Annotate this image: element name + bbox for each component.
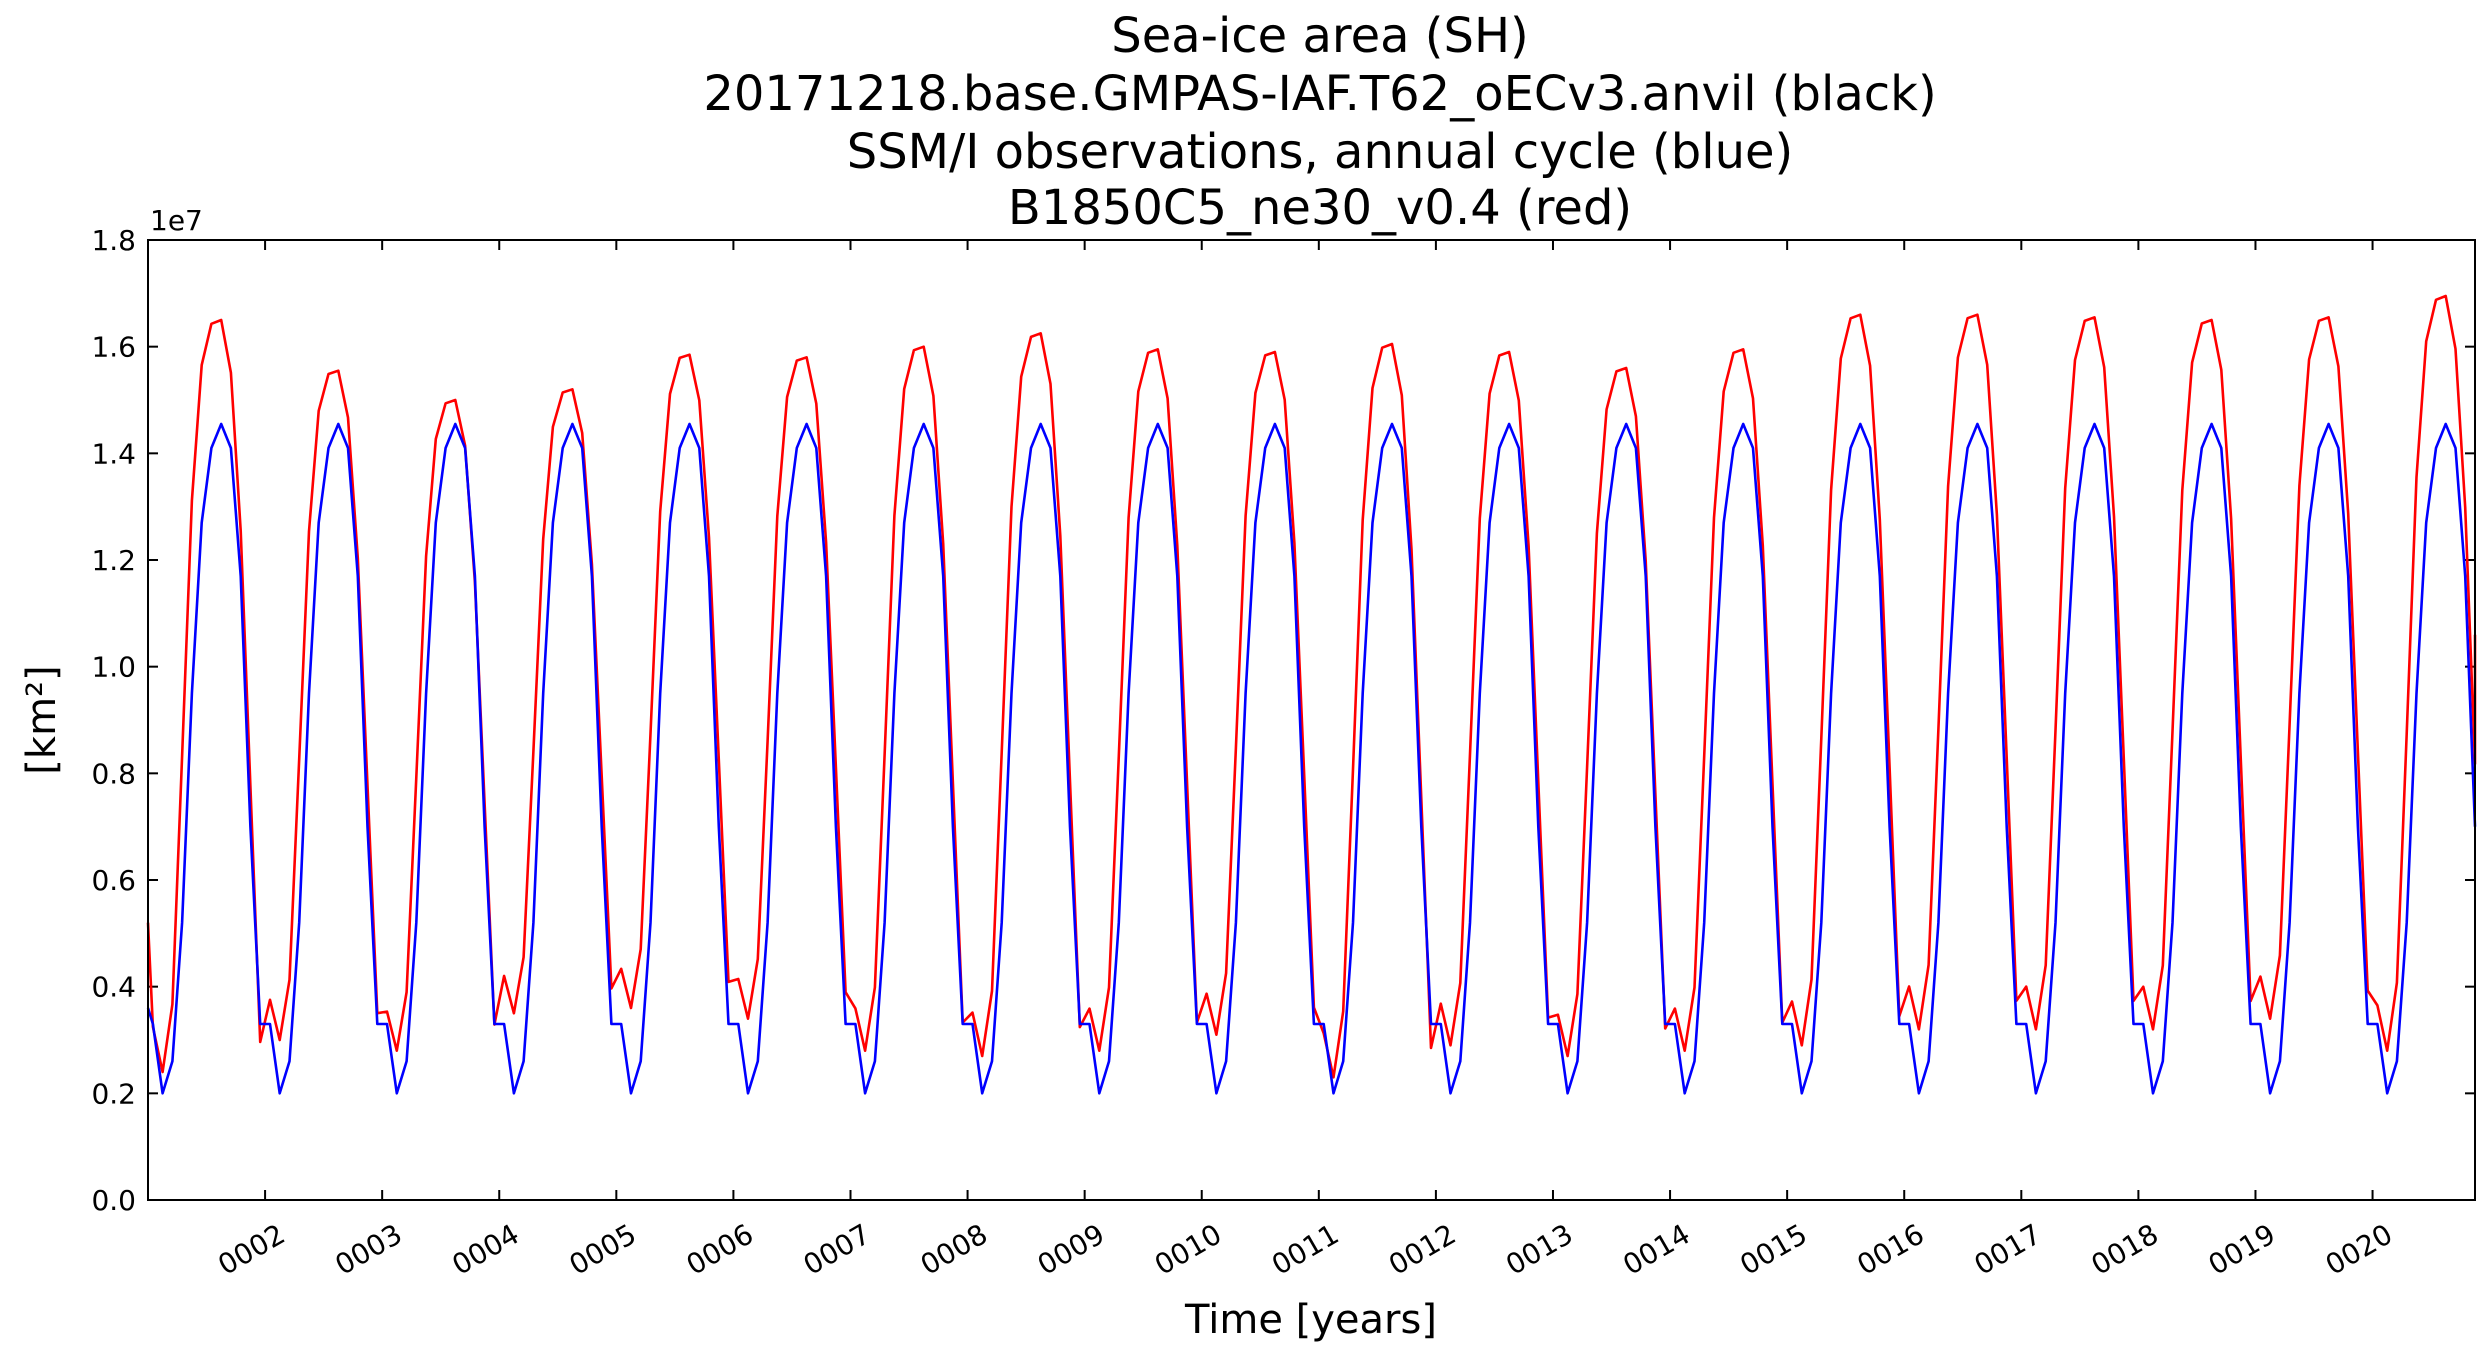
y-axis-ticks: 0.0 0.2 0.4 0.6 0.8 1.0 1.2 1.4 1.6 1.8 [91, 224, 2475, 1217]
x-tick-label: 0019 [2203, 1217, 2281, 1281]
x-tick-label: 0002 [212, 1217, 290, 1281]
y-tick-label: 1.6 [91, 331, 136, 364]
chart-title: Sea-ice area (SH) 20171218.base.GMPAS-IA… [703, 8, 1936, 236]
y-tick-label: 1.2 [91, 544, 136, 577]
series-layer [146, 294, 2477, 1095]
x-tick-label: 0015 [1734, 1217, 1812, 1281]
y-axis-label: [km²] [19, 665, 65, 774]
y-tick-label: 0.6 [91, 864, 136, 897]
y-tick-label: 0.0 [91, 1184, 136, 1217]
x-tick-label: 0016 [1852, 1217, 1930, 1281]
x-tick-label: 0018 [2086, 1217, 2164, 1281]
x-tick-label: 0012 [1383, 1217, 1461, 1281]
y-tick-label: 0.2 [91, 1077, 136, 1110]
x-tick-label: 0004 [447, 1217, 525, 1281]
x-tick-label: 0007 [798, 1217, 876, 1281]
series-blue-line [146, 422, 2477, 1095]
x-tick-label: 0009 [1032, 1217, 1110, 1281]
x-axis-label: Time [years] [1184, 1297, 1437, 1343]
y-offset-label: 1e7 [150, 204, 203, 237]
y-tick-label: 1.8 [91, 224, 136, 257]
x-tick-label: 0005 [564, 1217, 642, 1281]
x-tick-label: 0014 [1617, 1217, 1695, 1281]
x-tick-label: 0008 [915, 1217, 993, 1281]
title-line-2: 20171218.base.GMPAS-IAF.T62_oECv3.anvil … [703, 66, 1936, 122]
x-tick-label: 0017 [1969, 1217, 2047, 1281]
y-tick-label: 0.8 [91, 757, 136, 790]
title-line-1: Sea-ice area (SH) [1111, 8, 1529, 64]
title-line-4: B1850C5_ne30_v0.4 (red) [1008, 180, 1632, 236]
x-tick-label: 0003 [329, 1217, 407, 1281]
x-tick-label: 0011 [1266, 1217, 1344, 1281]
x-tick-label: 0020 [2320, 1217, 2398, 1281]
plot-frame [147, 239, 2476, 1201]
x-tick-label: 0013 [1500, 1217, 1578, 1281]
x-tick-label: 0006 [681, 1217, 759, 1281]
y-tick-label: 1.0 [91, 651, 136, 684]
y-tick-label: 0.4 [91, 971, 136, 1004]
title-line-3: SSM/I observations, annual cycle (blue) [847, 124, 1794, 180]
y-tick-label: 1.4 [91, 437, 136, 470]
x-tick-label: 0010 [1149, 1217, 1227, 1281]
